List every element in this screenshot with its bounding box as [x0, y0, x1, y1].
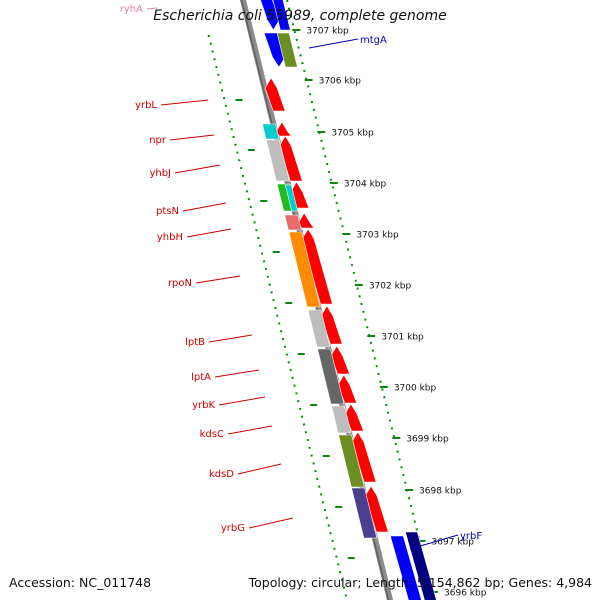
- gene-leader-line: [214, 369, 260, 378]
- gene-category-block: [272, 0, 291, 31]
- gene-label-right: mtgA: [360, 35, 387, 46]
- accession-label: Accession: NC_011748: [9, 575, 152, 590]
- gene-label-right: yrbF: [460, 531, 482, 542]
- kbp-tick-label: 3697 kbp: [432, 538, 475, 548]
- gene-arrow: [364, 485, 389, 533]
- kbp-tick-label: 3696 kbp: [444, 589, 487, 599]
- kbp-tick-label: 3704 kbp: [344, 180, 387, 190]
- kbp-tick-label: 3705 kbp: [331, 129, 374, 139]
- gene-leader-line-right: [409, 534, 459, 550]
- gene-label: yhbJ: [149, 168, 171, 179]
- gene-leader-line: [195, 275, 241, 284]
- kbp-tick-label: 3702 kbp: [369, 282, 412, 292]
- gene-arrow-right: [389, 535, 422, 600]
- gene-arrow: [301, 228, 333, 305]
- gene-leader-line: [160, 99, 209, 106]
- gene-leader-line-top: [146, 7, 158, 10]
- gene-leader-line: [218, 396, 266, 406]
- gene-leader-line: [237, 463, 282, 475]
- kbp-tick-label: 3699 kbp: [406, 435, 449, 445]
- gene-leader-line: [208, 334, 253, 343]
- kbp-tick-label: 3700 kbp: [394, 384, 437, 394]
- gene-label: yhbH: [157, 232, 183, 243]
- inner-tick-rail: [207, 34, 348, 600]
- gene-arrow-right: [263, 32, 286, 68]
- genome-summary: Topology: circular; Length: 5,154,862 bp…: [248, 575, 592, 590]
- gene-category-block: [261, 123, 280, 140]
- gene-label: kdsC: [200, 429, 224, 440]
- gene-leader-line: [248, 517, 294, 529]
- gene-category-block: [331, 405, 352, 434]
- gene-category-block: [307, 309, 331, 348]
- gene-label: ptsN: [156, 206, 179, 217]
- gene-label: lptB: [185, 337, 205, 348]
- gene-category-block: [284, 184, 299, 212]
- kbp-tick-label: 3707 kbp: [306, 27, 349, 37]
- gene-arrow: [344, 403, 365, 432]
- kbp-tick-label: 3701 kbp: [381, 333, 424, 343]
- gene-arrow: [330, 345, 351, 375]
- gene-label-top: ryhA: [120, 4, 143, 15]
- gene-label: yrbK: [192, 400, 215, 411]
- gene-label: yrbL: [135, 100, 157, 111]
- gene-arrow-right: [404, 531, 437, 600]
- gene-category-block: [265, 139, 290, 182]
- gene-arrow: [297, 212, 315, 229]
- gene-label: yrbG: [221, 523, 245, 534]
- gene-arrow: [320, 305, 343, 345]
- gene-label: kdsD: [209, 469, 234, 480]
- kbp-tick-label: 3698 kbp: [419, 487, 462, 497]
- gene-leader-line-right: [308, 38, 359, 49]
- kbp-tick-label: 3703 kbp: [356, 231, 399, 241]
- gene-arrow: [264, 77, 286, 112]
- page-title: Escherichia coli 55989, complete genome: [153, 8, 447, 24]
- gene-label: npr: [149, 135, 167, 146]
- gene-arrow: [351, 431, 377, 483]
- gene-leader-line: [182, 202, 227, 212]
- gene-category-block: [351, 487, 378, 539]
- gene-category-block: [284, 214, 302, 231]
- gene-category-block: [276, 32, 298, 68]
- gene-arrow: [275, 121, 292, 137]
- gene-label: lptA: [191, 372, 211, 383]
- gene-arrow: [278, 135, 303, 182]
- gene-arrow: [337, 374, 358, 404]
- gene-leader-line: [227, 425, 273, 435]
- gene-category-block: [288, 231, 321, 308]
- gene-category-block: [338, 434, 365, 488]
- gene-category-block: [317, 348, 345, 405]
- kbp-tick-label: 3706 kbp: [319, 77, 362, 87]
- gene-leader-line: [186, 228, 232, 238]
- gene-leader-line: [169, 134, 215, 141]
- gene-leader-line: [174, 164, 221, 174]
- gene-label: rpoN: [168, 278, 192, 289]
